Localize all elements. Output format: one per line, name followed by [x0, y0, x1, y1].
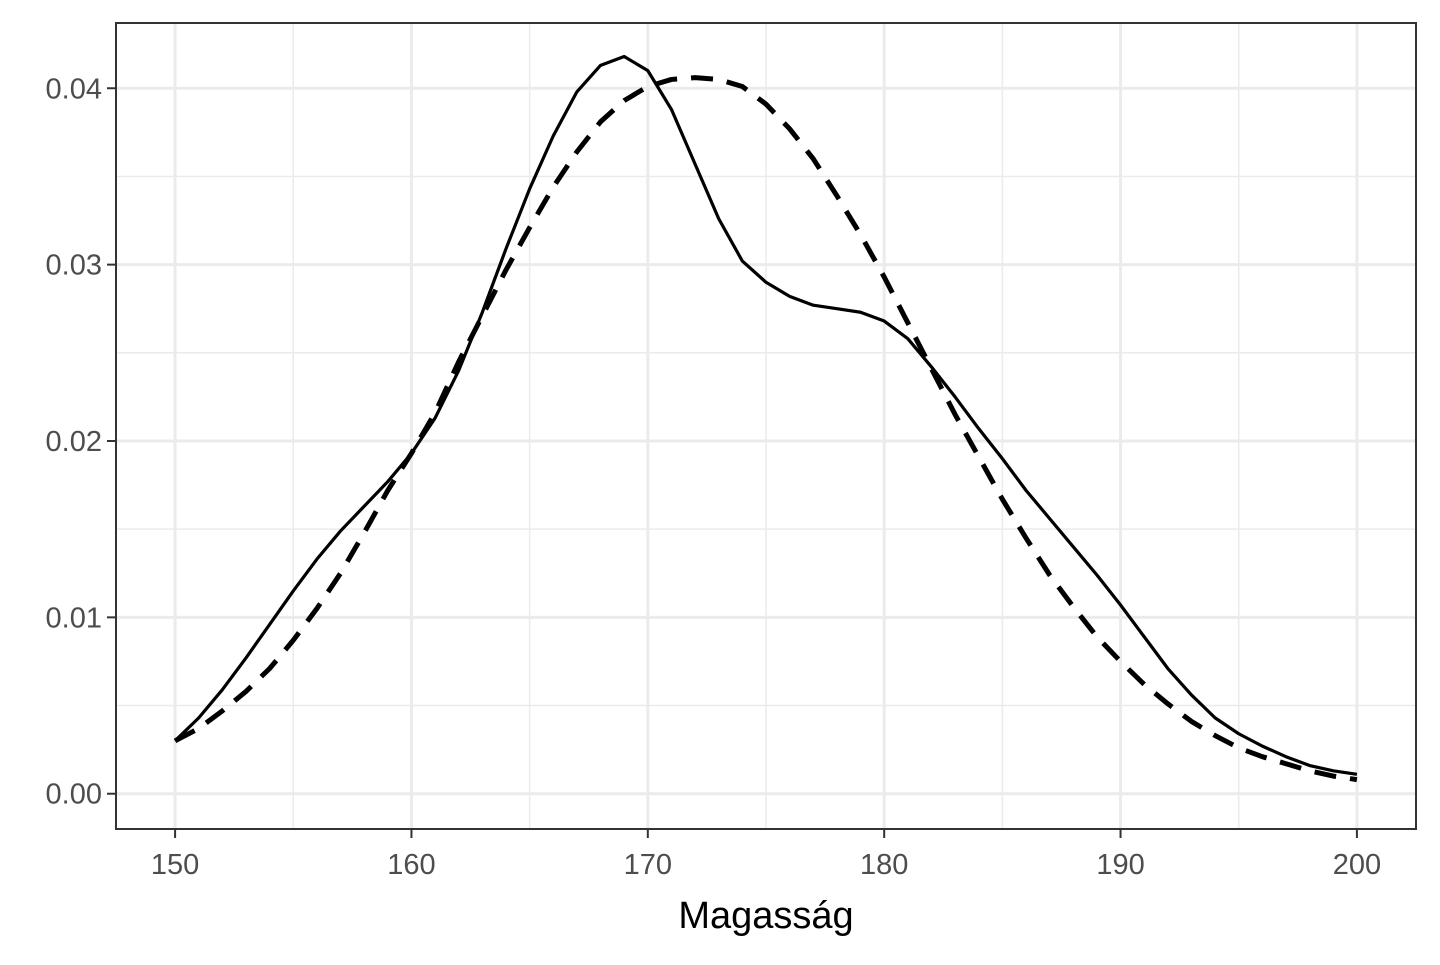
major-grid: [116, 23, 1416, 829]
x-axis-title: Magasság: [678, 895, 853, 937]
y-tick-label: 0.02: [46, 426, 102, 458]
dashed-density-line: [173, 75, 1358, 783]
plot-border: [115, 22, 1417, 830]
x-tick-label: 180: [860, 849, 908, 881]
x-tick-label: 170: [624, 849, 672, 881]
x-tick-label: 150: [151, 849, 199, 881]
series-layer: [173, 54, 1358, 783]
minor-grid: [116, 23, 1416, 829]
x-tick-label: 200: [1333, 849, 1381, 881]
x-tick-label: 160: [387, 849, 435, 881]
y-tick-label: 0.04: [46, 73, 102, 105]
solid-density-line: [173, 54, 1358, 776]
y-axis: 0.00 0.01 0.02 0.03 0.04: [46, 73, 116, 811]
y-tick-label: 0.01: [46, 602, 102, 634]
y-tick-label: 0.03: [46, 250, 102, 282]
y-tick-label: 0.00: [46, 779, 102, 811]
x-axis: 150 160 170 180 190 200: [151, 829, 1381, 881]
x-tick-label: 190: [1096, 849, 1144, 881]
